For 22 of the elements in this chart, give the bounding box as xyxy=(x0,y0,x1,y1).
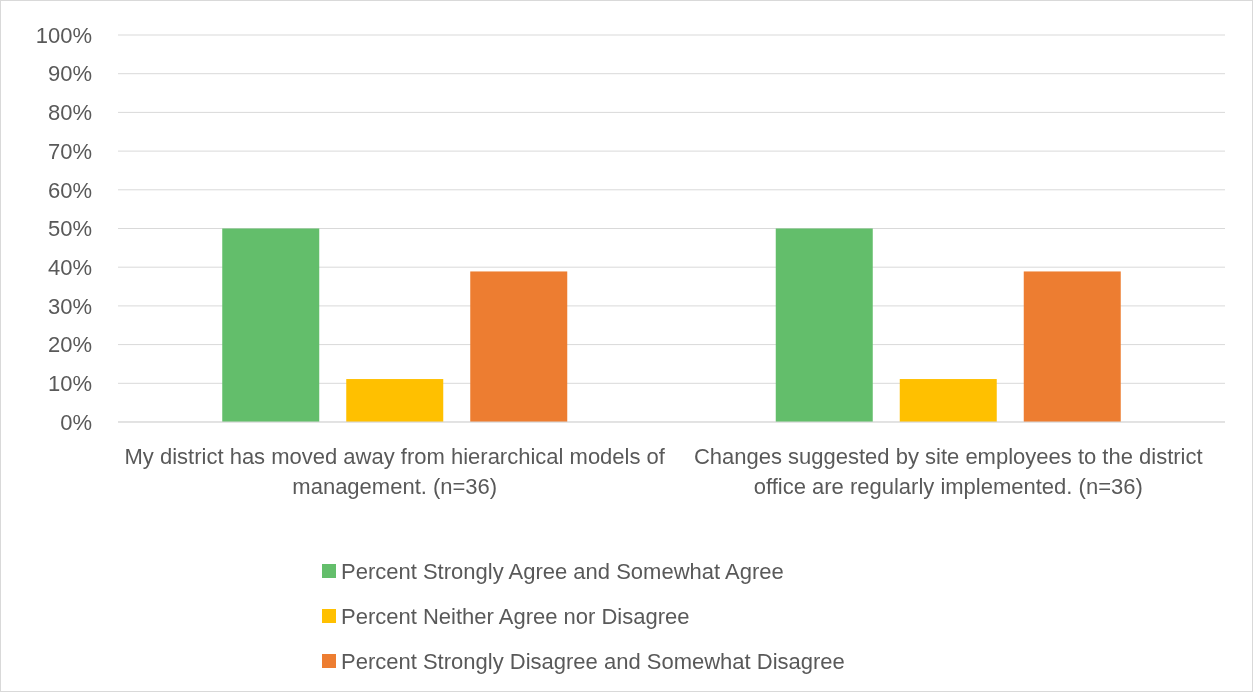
y-tick-label: 100% xyxy=(35,22,92,48)
y-tick-label: 20% xyxy=(47,332,92,358)
y-tick-label: 30% xyxy=(47,293,92,319)
y-tick-label: 90% xyxy=(47,61,92,87)
bar xyxy=(222,228,320,422)
x-tick-label: Changes suggested by site employees to the district office are regularly implemented. (n=36) xyxy=(693,444,1203,499)
y-tick-label: 50% xyxy=(47,216,92,242)
y-tick-label: 40% xyxy=(47,254,92,280)
bar xyxy=(346,379,444,422)
y-tick-label: 70% xyxy=(47,138,92,164)
y-tick-label: 0% xyxy=(60,409,92,435)
bar xyxy=(899,379,997,422)
legend-label: Percent Strongly Agree and Somewhat Agree xyxy=(341,558,784,584)
bar xyxy=(470,271,568,422)
x-tick-label: My district has moved away from hierarchical models of management. (n=36) xyxy=(124,444,666,499)
legend-label: Percent Strongly Disagree and Somewhat Disagree xyxy=(341,648,845,674)
y-tick-label: 10% xyxy=(47,371,92,396)
bar xyxy=(1023,271,1121,422)
y-tick-label: 60% xyxy=(47,177,92,203)
legend-label: Percent Neither Agree nor Disagree xyxy=(341,603,690,629)
y-tick-label: 80% xyxy=(47,100,92,126)
bar xyxy=(775,228,873,422)
